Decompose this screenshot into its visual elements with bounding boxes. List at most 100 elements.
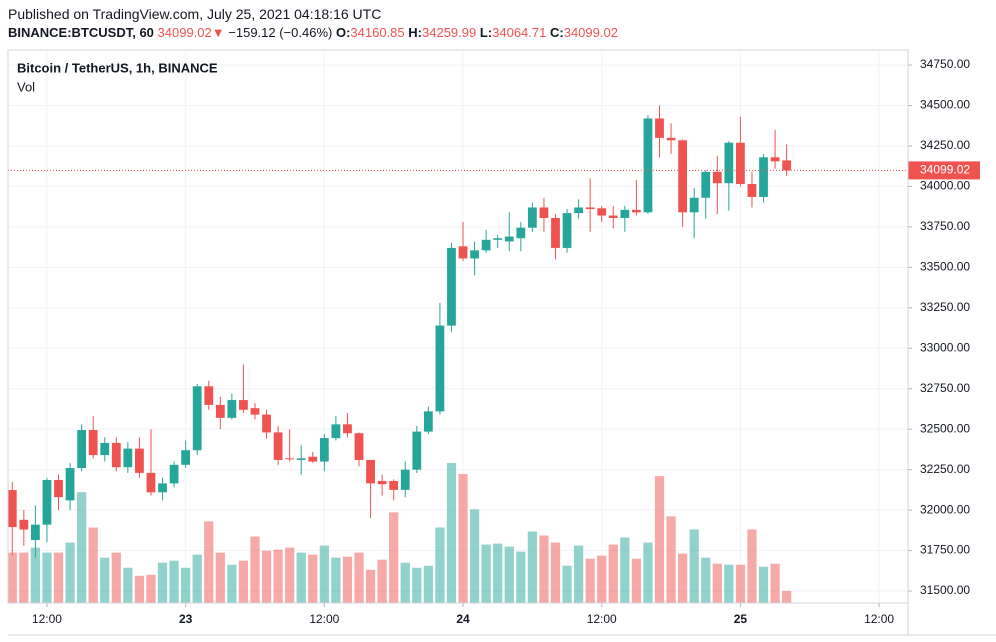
volume-bar [250, 536, 260, 603]
c-label: C: [550, 25, 564, 40]
chart-title: Bitcoin / TetherUS, 1h, BINANCE [17, 60, 218, 75]
candle-body [701, 171, 711, 198]
volume-bar [597, 555, 607, 603]
x-tick-label: 25 [734, 612, 748, 626]
y-tick-label: 33750.00 [920, 219, 970, 233]
y-tick-label: 34750.00 [920, 57, 970, 71]
candle-body [655, 118, 664, 138]
candle-body [239, 400, 248, 410]
volume-bar [169, 560, 179, 603]
volume-bar [30, 547, 41, 603]
candle-body [666, 137, 676, 141]
y-tick-label: 32250.00 [920, 462, 970, 476]
candle-body [447, 247, 456, 326]
candle-body [111, 442, 121, 468]
volume-bar [493, 543, 503, 603]
candle-body [204, 386, 214, 405]
volume-bar [204, 521, 214, 603]
candle-body [65, 468, 75, 501]
volume-bar [678, 553, 688, 603]
volume-bar [19, 552, 29, 603]
candle-body [620, 209, 630, 218]
candle-body [516, 227, 526, 239]
candle-body [377, 480, 387, 485]
candle-body [470, 250, 479, 259]
candle-body [643, 118, 653, 213]
candle-body [146, 472, 156, 493]
volume-bar [273, 549, 283, 603]
h-label: H: [408, 25, 422, 40]
volume-bar [539, 535, 549, 603]
volume-bar [100, 557, 110, 603]
candle-body [539, 207, 549, 218]
candle-body [389, 480, 399, 490]
plot-frame [7, 49, 909, 604]
volume-bar [308, 554, 318, 603]
candle-body [504, 236, 514, 242]
candle-body [262, 414, 271, 433]
volume-bar [331, 557, 341, 603]
volume-bar [319, 545, 329, 603]
volume-bar [504, 546, 514, 603]
volume-bar [423, 565, 433, 603]
y-tick-label: 31500.00 [920, 583, 970, 597]
volume-bar [516, 551, 526, 603]
volume-bar [735, 564, 746, 603]
candle-body [123, 448, 133, 468]
candle-body [215, 404, 225, 418]
volume-bar [354, 552, 364, 603]
volume-bar [215, 552, 225, 603]
candle-body [574, 207, 583, 214]
candle-body [343, 424, 352, 434]
candle-body [30, 524, 40, 541]
candle-body [54, 480, 63, 498]
volume-bar [296, 552, 306, 603]
volume-bar [782, 590, 792, 603]
volume-bar [342, 556, 353, 603]
last-price: 34099.02 [157, 25, 212, 40]
candle-body [736, 142, 745, 185]
candle-body [400, 469, 410, 490]
volume-bar [111, 552, 121, 603]
last-price-box [908, 161, 980, 180]
candle-body [354, 433, 364, 460]
volume-bar [712, 563, 722, 603]
published-note: Published on TradingView.com, July 25, 2… [8, 6, 382, 22]
candle-body [227, 400, 237, 418]
candle-body [689, 197, 699, 213]
candle-body [42, 480, 52, 525]
volume-bar [770, 563, 780, 603]
volume-bar [123, 567, 133, 603]
change: −159.12 (−0.46%) [228, 25, 333, 40]
candle-body [319, 438, 329, 462]
candle-body [285, 458, 295, 460]
candle-body [435, 325, 445, 412]
l-value: 34064.71 [492, 25, 547, 40]
candle-body [724, 142, 734, 184]
volume-bar [53, 552, 64, 603]
volume-bar [134, 575, 145, 603]
candle-layer [7, 105, 792, 558]
grid [8, 50, 908, 603]
candle-body [412, 431, 422, 470]
candle-body [493, 238, 503, 240]
candle-body [632, 209, 641, 213]
volume-bar [7, 552, 17, 603]
volume-bar [412, 567, 422, 603]
volume-bar [654, 476, 665, 603]
arrow: ▼ [211, 25, 225, 40]
x-tick-label: 12:00 [864, 612, 894, 626]
candle-body [77, 429, 87, 469]
volume-bar [88, 527, 98, 603]
volume-bar [747, 529, 757, 603]
o-label: O: [335, 25, 351, 40]
volume-bar [458, 474, 468, 603]
candle-body [782, 160, 792, 171]
volume-bar [285, 547, 295, 603]
candle-body [250, 408, 260, 415]
volume-bar [724, 564, 734, 603]
candle-body [19, 519, 29, 530]
volume-bar [181, 567, 191, 603]
candle-body [481, 239, 491, 251]
candle-body [608, 215, 618, 218]
